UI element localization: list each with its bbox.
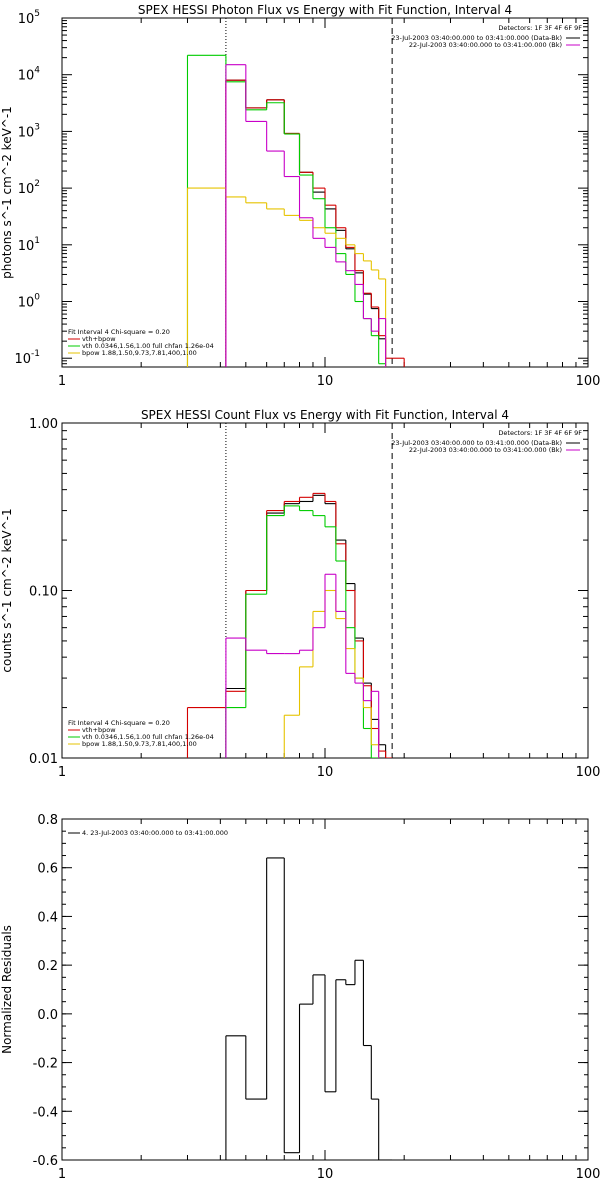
- y-tick-label: 100: [18, 293, 41, 311]
- series-vth: [186, 54, 387, 367]
- y-tick-base: 10: [18, 239, 35, 254]
- y-tick-label: 10-1: [14, 349, 40, 367]
- x-tick-label: 10: [317, 374, 334, 389]
- x-tick-label: 100: [576, 765, 600, 780]
- series-bpow: [283, 589, 380, 758]
- y-tick-label: 0.8: [37, 813, 58, 828]
- detectors-label: Detectors: 1F 3F 4F 6F 9F: [498, 24, 582, 32]
- legend-right-text: 22-Jul-2003 03:40:00.000 to 03:41:00.000…: [409, 41, 562, 49]
- x-tick-label: 10: [317, 765, 334, 780]
- y-tick-label: 0.10: [29, 585, 58, 600]
- y-tick-exponent: 2: [34, 179, 40, 189]
- series-bk: [225, 573, 380, 758]
- legend-left-text: Fit Interval 4 Chi-square = 0.20: [68, 719, 170, 727]
- y-tick-exponent: -1: [31, 349, 40, 359]
- legend-left-text: vth 0.0346,1.56,1.00 full chfan 1.26e-04: [82, 342, 214, 350]
- series-residuals: [225, 857, 393, 1160]
- y-tick-exponent: 4: [34, 66, 40, 76]
- series-bk: [225, 64, 387, 367]
- panel-2: SPEX HESSI Count Flux vs Energy with Fit…: [0, 408, 600, 780]
- panel-3: 1 10 100 -0.6 -0.4 -0.2 0.0 0.2 0.4 0.6 0.8 Normali…: [0, 813, 600, 1182]
- y-tick-base: 10: [14, 352, 31, 367]
- y-tick-label: 0.0: [37, 1008, 58, 1023]
- y-tick-label: 0.2: [37, 959, 58, 974]
- x-tick-label: 10: [317, 1167, 334, 1182]
- y-axis-label: Normalized Residuals: [0, 925, 14, 1054]
- legend-left-text: bpow 1.88,1.50,9.73,7.81,400,1.00: [82, 349, 197, 357]
- y-tick-base: 10: [18, 125, 35, 140]
- legend-right-text: 23-Jul-2003 03:40:00.000 to 03:41:00.000…: [391, 34, 562, 42]
- panel-1: SPEX HESSI Photon Flux vs Energy with Fi…: [0, 3, 600, 389]
- series-vth: [225, 505, 379, 758]
- y-tick-exponent: 5: [34, 9, 40, 19]
- y-tick-label: 1.00: [29, 417, 58, 432]
- chart-title: SPEX HESSI Count Flux vs Energy with Fit…: [141, 408, 509, 422]
- x-tick-label: 100: [576, 1167, 600, 1182]
- y-tick-exponent: 0: [34, 293, 40, 303]
- legend-right-text: 23-Jul-2003 03:40:00.000 to 03:41:00.000…: [391, 439, 562, 447]
- y-tick-label: 0.6: [37, 862, 58, 877]
- x-tick-label: 1: [58, 374, 66, 389]
- legend-left-text: bpow 1.88,1.50,9.73,7.81,400,1.00: [82, 740, 197, 748]
- y-tick-label: 102: [18, 179, 40, 197]
- y-axis-label: photons s^-1 cm^-2 keV^-1: [0, 106, 14, 279]
- y-tick-label: 101: [18, 236, 40, 254]
- legend-left-text: vth 0.0346,1.56,1.00 full chfan 1.26e-04: [82, 733, 214, 741]
- legend-left-text: 4. 23-Jul-2003 03:40:00.000 to 03:41:00.…: [82, 829, 228, 837]
- chart-title: SPEX HESSI Photon Flux vs Energy with Fi…: [138, 3, 512, 17]
- y-tick-label: -0.2: [33, 1057, 58, 1072]
- series-vth-bpow: [186, 492, 393, 758]
- y-tick-base: 10: [18, 182, 35, 197]
- y-tick-label: 104: [18, 66, 41, 84]
- y-tick-label: -0.6: [33, 1154, 58, 1169]
- series-total: [225, 79, 387, 367]
- series-bpow: [186, 187, 387, 367]
- y-tick-base: 10: [18, 12, 35, 27]
- x-tick-label: 100: [576, 374, 600, 389]
- legend-left-text: Fit Interval 4 Chi-square = 0.20: [68, 328, 170, 336]
- legend-left-text: vth+bpow: [82, 335, 116, 343]
- y-tick-label: 0.4: [37, 910, 58, 925]
- y-axis-label: counts s^-1 cm^-2 keV^-1: [0, 508, 14, 672]
- series-vth-bpow: [225, 79, 405, 367]
- y-tick-exponent: 3: [34, 122, 40, 132]
- x-tick-label: 1: [58, 1167, 66, 1182]
- y-tick-label: 103: [18, 122, 40, 140]
- series-total: [225, 494, 387, 758]
- y-tick-label: -0.4: [33, 1105, 58, 1120]
- y-tick-exponent: 1: [34, 236, 40, 246]
- legend-right-text: 22-Jul-2003 03:40:00.000 to 03:41:00.000…: [409, 446, 562, 454]
- y-tick-label: 105: [18, 9, 40, 27]
- y-tick-base: 10: [18, 69, 35, 84]
- detectors-label: Detectors: 1F 3F 4F 6F 9F: [498, 429, 582, 437]
- y-tick-label: 0.01: [29, 752, 58, 767]
- x-tick-label: 1: [58, 765, 66, 780]
- y-tick-base: 10: [18, 296, 35, 311]
- legend-left-text: vth+bpow: [82, 726, 116, 734]
